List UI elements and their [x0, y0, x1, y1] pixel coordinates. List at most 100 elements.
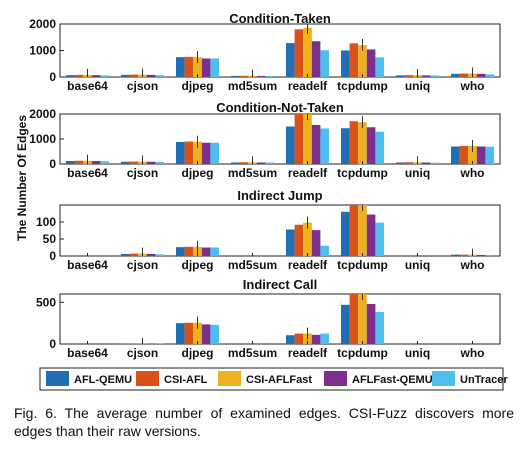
bar: [311, 334, 321, 344]
bar: [459, 254, 469, 256]
bar: [341, 50, 350, 77]
panel: Condition-Not-Taken 0 1000 2000 base64 cjson d…: [29, 100, 501, 180]
category-label: cjson: [127, 166, 158, 180]
bar: [129, 253, 139, 256]
bar: [320, 50, 329, 77]
bar: [286, 335, 295, 344]
bar: [121, 74, 130, 77]
plot-frame: [59, 293, 501, 345]
bar: [459, 73, 469, 77]
bar: [184, 246, 194, 256]
category-label: md5sum: [228, 79, 277, 93]
bar: [210, 324, 219, 344]
legend-swatch: [136, 371, 159, 386]
bar: [66, 75, 75, 77]
bar: [286, 43, 295, 77]
bar: [121, 253, 130, 256]
bar: [396, 75, 405, 77]
bar: [210, 247, 219, 256]
category-label: tcpdump: [337, 79, 388, 93]
bar: [476, 73, 486, 77]
bar: [375, 131, 384, 164]
legend-label: CSI-AFL: [164, 374, 208, 386]
bar: [349, 43, 359, 77]
category-label: uniq: [405, 258, 430, 272]
bar: [193, 141, 202, 164]
bar: [184, 56, 194, 77]
bar: [294, 114, 304, 164]
y-tick-label: 100: [36, 215, 56, 229]
plot-frame: [59, 204, 501, 257]
bar: [375, 57, 384, 77]
category-label: uniq: [405, 166, 430, 180]
bar: [366, 304, 376, 344]
bar: [404, 75, 414, 77]
bar: [184, 322, 194, 344]
bar: [311, 125, 321, 164]
bar: [320, 333, 329, 344]
bar: [485, 146, 494, 164]
bar: [74, 74, 84, 77]
bar: [256, 162, 266, 164]
bar: [311, 230, 321, 256]
y-tick-label: 1000: [29, 44, 56, 58]
bar: [256, 75, 266, 77]
bar: [210, 58, 219, 77]
bar: [421, 75, 431, 77]
category-label: readelf: [288, 346, 328, 360]
bar: [349, 205, 359, 256]
bar: [396, 162, 405, 164]
panel-title: Indirect Jump: [237, 188, 322, 203]
bar: [231, 162, 240, 164]
bar: [239, 75, 249, 77]
category-label: cjson: [127, 258, 158, 272]
category-label: tcpdump: [337, 258, 388, 272]
bar: [193, 57, 202, 77]
bar: [146, 161, 156, 164]
bar: [349, 294, 359, 344]
bar: [468, 146, 477, 164]
category-label: readelf: [288, 166, 328, 180]
bar: [201, 58, 211, 77]
bar: [74, 160, 84, 164]
category-label: base64: [67, 258, 108, 272]
y-tick-label: 0: [49, 157, 56, 171]
bar: [341, 304, 350, 344]
legend-label: AFL-QEMU: [74, 374, 132, 386]
category-label: djpeg: [182, 258, 214, 272]
figure-caption: Fig. 6. The average number of examined e…: [14, 405, 514, 439]
legend-swatch: [324, 371, 347, 386]
bar: [358, 294, 367, 344]
panel-title: Condition-Not-Taken: [216, 100, 344, 115]
category-label: who: [460, 258, 485, 272]
category-label: djpeg: [182, 346, 214, 360]
bar: [155, 254, 164, 256]
bar: [303, 114, 312, 164]
bar: [451, 73, 460, 77]
bar: [430, 162, 439, 164]
panel-title: Indirect Call: [243, 277, 317, 292]
bar: [476, 254, 486, 256]
category-label: tcpdump: [337, 166, 388, 180]
bar: [176, 142, 185, 164]
panel: Indirect Jump 0 50 100 base64 cjson djpeg md5su…: [36, 188, 501, 272]
bar: [303, 27, 312, 77]
bar: [176, 57, 185, 77]
bar: [430, 75, 439, 77]
bar: [375, 311, 384, 344]
bar: [193, 322, 202, 344]
bar: [129, 161, 139, 164]
bar: [341, 128, 350, 164]
bar: [231, 75, 240, 77]
bar: [320, 128, 329, 164]
bar: [311, 41, 321, 77]
bar: [421, 162, 431, 164]
bar: [294, 333, 304, 344]
y-tick-label: 1000: [29, 132, 56, 146]
category-label: md5sum: [228, 346, 277, 360]
bar: [201, 142, 211, 164]
bar: [451, 254, 460, 256]
bar: [294, 224, 304, 256]
bar: [286, 126, 295, 164]
bar: [375, 222, 384, 256]
